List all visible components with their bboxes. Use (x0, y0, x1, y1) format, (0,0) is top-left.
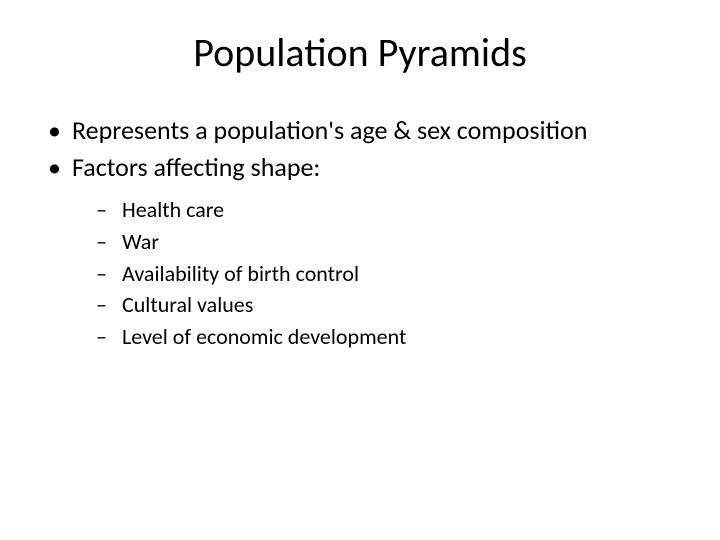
list-item: – Availability of birth control (96, 259, 690, 289)
dash-icon: – (96, 227, 122, 257)
dash-icon: – (96, 195, 122, 225)
slide-title: Population Pyramids (30, 28, 690, 77)
list-item: – Cultural values (96, 290, 690, 320)
list-item-text: Availability of birth control (122, 259, 359, 289)
list-item: • Factors affecting shape: (48, 150, 690, 185)
list-item-text: War (122, 227, 159, 257)
list-item-text: Level of economic development (122, 322, 406, 352)
list-item: – Level of economic development (96, 322, 690, 352)
list-item-text: Health care (122, 195, 224, 225)
list-item: – Health care (96, 195, 690, 225)
list-item: – War (96, 227, 690, 257)
dash-icon: – (96, 259, 122, 289)
bullet-list-level1: • Represents a population's age & sex co… (48, 113, 690, 185)
bullet-icon: • (48, 113, 72, 148)
bullet-icon: • (48, 150, 72, 185)
list-item-text: Cultural values (122, 290, 253, 320)
bullet-list-level2: – Health care – War – Availability of bi… (96, 195, 690, 351)
list-item: • Represents a population's age & sex co… (48, 113, 690, 148)
dash-icon: – (96, 290, 122, 320)
list-item-text: Factors affecting shape: (72, 150, 320, 185)
dash-icon: – (96, 322, 122, 352)
list-item-text: Represents a population's age & sex comp… (72, 113, 587, 148)
slide: Population Pyramids • Represents a popul… (0, 0, 720, 540)
